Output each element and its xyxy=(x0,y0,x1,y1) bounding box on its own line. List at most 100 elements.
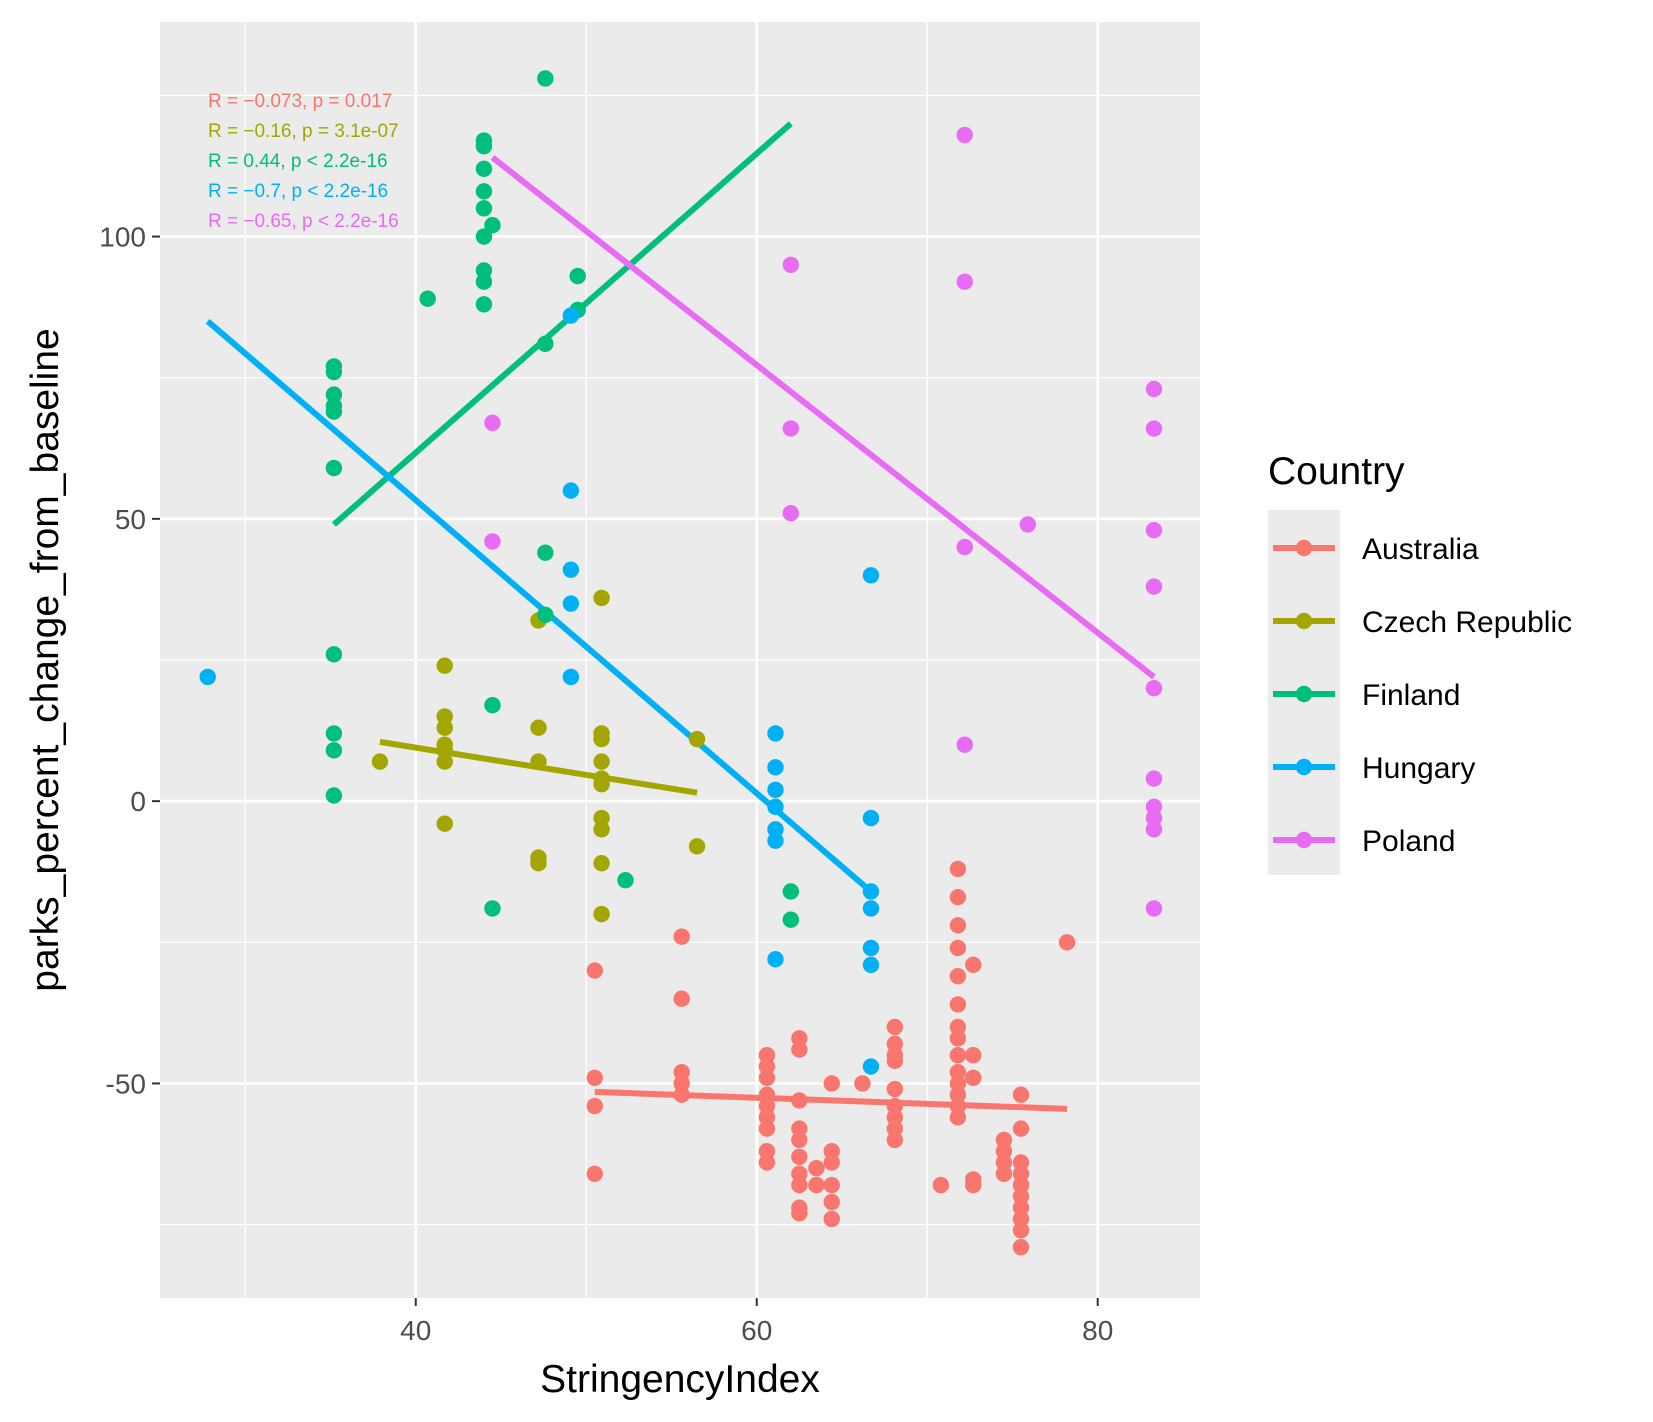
point-hungary xyxy=(767,781,784,799)
point-finland xyxy=(325,403,343,420)
point-poland xyxy=(1145,770,1163,787)
point-australia xyxy=(1012,1176,1030,1194)
legend-label-hungary: Hungary xyxy=(1362,752,1475,785)
point-poland xyxy=(1145,809,1163,827)
point-australia xyxy=(949,1109,967,1126)
annotation-poland: R = −0.65, p < 2.2e-16 xyxy=(208,211,399,232)
point-australia xyxy=(586,1165,603,1182)
point-australia xyxy=(791,1176,808,1194)
point-hungary xyxy=(862,956,880,974)
point-hungary xyxy=(562,307,580,324)
point-poland xyxy=(1145,821,1163,838)
x-tick-label: 80 xyxy=(1082,1315,1113,1346)
point-australia xyxy=(886,1018,904,1036)
major-gridlines xyxy=(160,22,1200,1298)
point-finland xyxy=(617,871,634,889)
point-australia xyxy=(791,1120,808,1137)
legend-key-point-finland xyxy=(1295,685,1313,703)
point-poland xyxy=(956,273,973,290)
point-australia xyxy=(791,1205,808,1222)
point-australia xyxy=(808,1176,825,1194)
point-australia xyxy=(886,1052,904,1070)
point-australia xyxy=(823,1154,840,1171)
point-finland xyxy=(325,386,343,403)
point-australia xyxy=(949,1018,967,1036)
point-poland xyxy=(956,736,973,753)
point-czech-republic xyxy=(593,821,610,838)
point-poland xyxy=(782,420,800,437)
point-finland xyxy=(475,183,493,200)
point-finland xyxy=(325,646,343,663)
point-czech-republic xyxy=(371,753,389,770)
point-hungary xyxy=(767,759,784,776)
point-hungary xyxy=(862,1058,880,1075)
point-hungary xyxy=(767,832,784,849)
point-australia xyxy=(949,967,967,985)
legend-label-finland: Finland xyxy=(1362,679,1460,712)
point-australia xyxy=(886,1097,904,1115)
point-hungary xyxy=(767,951,784,968)
point-australia xyxy=(965,1069,982,1087)
point-australia xyxy=(673,1063,690,1081)
y-axis-title: parks_percent_change_from_baseline xyxy=(24,328,67,991)
point-poland xyxy=(1145,380,1163,398)
regression-line-finland xyxy=(331,121,793,527)
point-finland xyxy=(325,363,343,381)
point-australia xyxy=(854,1075,871,1092)
point-poland xyxy=(1019,516,1037,533)
point-finland xyxy=(537,70,554,87)
point-australia xyxy=(1058,934,1076,951)
point-czech-republic xyxy=(593,776,610,793)
point-czech-republic xyxy=(436,657,453,674)
point-australia xyxy=(808,1159,825,1177)
point-australia xyxy=(1012,1120,1030,1137)
annotation-hungary: R = −0.7, p < 2.2e-16 xyxy=(208,181,388,202)
point-finland xyxy=(475,273,493,290)
point-australia xyxy=(1012,1199,1030,1216)
point-poland xyxy=(1145,420,1163,437)
point-australia xyxy=(586,962,603,979)
point-finland xyxy=(475,296,493,313)
point-australia xyxy=(949,860,967,878)
point-czech-republic xyxy=(436,708,453,725)
point-finland xyxy=(475,262,493,279)
point-australia xyxy=(586,1069,603,1087)
point-australia xyxy=(886,1035,904,1053)
y-tick-label: 50 xyxy=(115,504,146,535)
legend-key-point-czech-republic xyxy=(1295,612,1313,630)
point-australia xyxy=(758,1047,776,1064)
point-australia xyxy=(949,996,967,1013)
point-australia xyxy=(949,888,967,906)
point-czech-republic xyxy=(436,815,453,832)
point-finland xyxy=(325,725,343,742)
point-czech-republic xyxy=(436,753,453,770)
point-australia xyxy=(791,1131,808,1149)
point-australia xyxy=(949,1030,967,1047)
point-poland xyxy=(1145,521,1163,539)
legend-label-poland: Poland xyxy=(1362,825,1455,858)
point-australia xyxy=(823,1210,840,1228)
point-hungary xyxy=(562,561,580,578)
regression-line-australia xyxy=(594,1088,1068,1112)
point-hungary xyxy=(862,900,880,917)
point-australia xyxy=(886,1109,904,1126)
point-hungary xyxy=(862,939,880,957)
point-australia xyxy=(965,1176,982,1194)
point-australia xyxy=(949,1047,967,1064)
point-poland xyxy=(956,126,973,144)
regression-line-poland xyxy=(490,155,1156,680)
legend-title: Country xyxy=(1268,450,1405,493)
point-australia xyxy=(1012,1165,1030,1182)
regression-line-hungary xyxy=(205,318,873,894)
legend-key-point-australia xyxy=(1295,539,1313,557)
point-poland xyxy=(1145,680,1163,697)
point-finland xyxy=(782,883,800,900)
point-australia xyxy=(886,1120,904,1137)
point-poland xyxy=(1145,578,1163,595)
x-tick-label: 40 xyxy=(400,1315,431,1346)
point-finland xyxy=(484,900,501,917)
point-finland xyxy=(325,459,343,477)
point-czech-republic xyxy=(530,719,547,736)
point-australia xyxy=(823,1075,840,1092)
